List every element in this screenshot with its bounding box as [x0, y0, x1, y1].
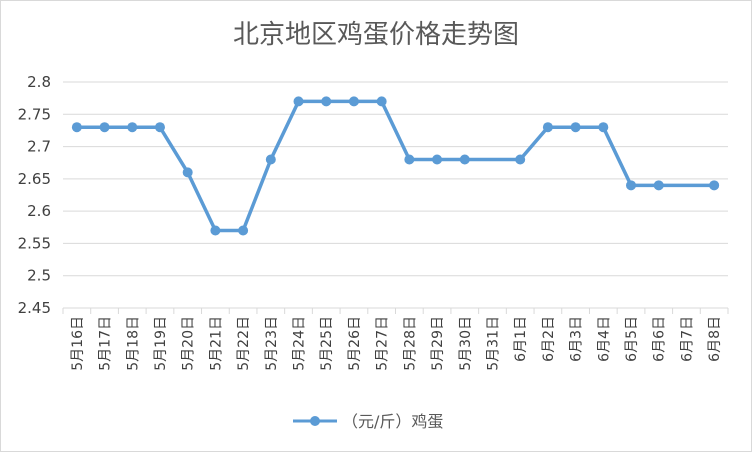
data-point	[154, 122, 165, 133]
data-point	[515, 154, 526, 165]
data-point	[210, 225, 221, 236]
x-tick-label: 5月31日	[485, 316, 501, 371]
data-point	[265, 154, 276, 165]
x-tick-label: 5月24日	[292, 316, 308, 371]
data-point	[238, 225, 249, 236]
data-point	[459, 154, 470, 165]
x-tick-label: 6月2日	[541, 316, 557, 362]
x-tick-label: 6月8日	[707, 316, 723, 362]
x-tick-label: 5月30日	[458, 316, 474, 371]
x-tick-label: 6月7日	[679, 316, 695, 362]
data-point	[71, 122, 82, 133]
series-group	[71, 96, 720, 236]
x-tick-label: 5月22日	[236, 316, 252, 371]
x-tick-label: 6月4日	[596, 316, 612, 362]
data-point	[598, 122, 609, 133]
data-point	[127, 122, 138, 133]
x-tick-label: 5月29日	[430, 316, 446, 371]
data-point	[99, 122, 110, 133]
y-tick-label: 2.55	[18, 234, 51, 252]
data-point	[321, 96, 332, 107]
y-tick-label: 2.6	[27, 202, 51, 220]
data-point	[404, 154, 415, 165]
x-tick-label: 6月3日	[569, 316, 585, 362]
x-tick-label: 5月17日	[98, 316, 114, 371]
legend-label: （元/斤）鸡蛋	[342, 412, 443, 431]
data-point	[293, 96, 304, 107]
y-tick-label: 2.5	[27, 267, 51, 285]
data-point	[348, 96, 359, 107]
y-tick-label: 2.75	[18, 105, 51, 123]
data-point	[626, 180, 637, 191]
x-tick-label: 5月19日	[153, 316, 169, 371]
x-tick-label: 6月1日	[513, 316, 529, 362]
data-point	[653, 180, 664, 191]
x-tick-label: 5月18日	[125, 316, 141, 371]
data-point	[432, 154, 443, 165]
x-tick-label: 5月27日	[375, 316, 391, 371]
data-point	[570, 122, 581, 133]
x-tick-label: 5月23日	[264, 316, 280, 371]
y-tick-label: 2.7	[27, 138, 51, 156]
x-tick-label: 5月25日	[319, 316, 335, 371]
x-tick-label: 6月6日	[652, 316, 668, 362]
legend: （元/斤）鸡蛋	[293, 412, 443, 431]
chart-title: 北京地区鸡蛋价格走势图	[233, 20, 519, 50]
data-point	[542, 122, 553, 133]
x-axis-tick-labels: 5月16日 5月17日 5月18日 5月19日 5月20日 5月21日 5月22日 5月23日…	[70, 316, 723, 371]
data-point	[709, 180, 720, 191]
y-tick-label: 2.8	[27, 73, 51, 91]
y-tick-label: 2.45	[18, 299, 51, 317]
x-tick-label: 5月26日	[347, 316, 363, 371]
x-tick-label: 6月5日	[624, 316, 640, 362]
data-point	[376, 96, 387, 107]
x-axis	[62, 307, 729, 314]
y-axis-tick-labels: 2.45 2.5 2.55 2.6 2.65 2.7 2.75 2.8	[18, 73, 51, 317]
x-tick-label: 5月20日	[181, 316, 197, 371]
x-tick-label: 5月21日	[208, 316, 224, 371]
data-point	[182, 167, 193, 178]
x-tick-label: 5月16日	[70, 316, 86, 371]
series-line	[76, 99, 715, 233]
x-tick-label: 5月28日	[402, 316, 418, 371]
y-tick-label: 2.65	[18, 170, 51, 188]
legend-point-marker	[310, 416, 320, 426]
